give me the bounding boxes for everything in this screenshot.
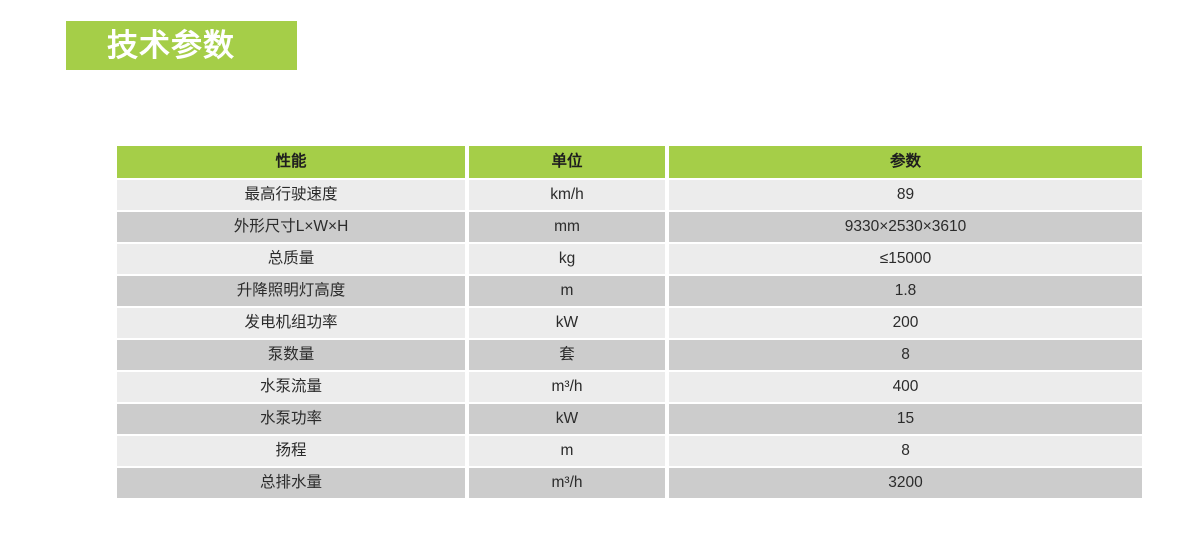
table-body: 最高行驶速度 km/h 89 外形尺寸L×W×H mm 9330×2530×36… xyxy=(117,180,1142,498)
table-row: 水泵功率 kW 15 xyxy=(117,404,1142,434)
cell-unit: m xyxy=(469,436,665,466)
cell-performance: 扬程 xyxy=(117,436,465,466)
cell-unit: m³/h xyxy=(469,468,665,498)
cell-performance: 泵数量 xyxy=(117,340,465,370)
cell-performance: 外形尺寸L×W×H xyxy=(117,212,465,242)
cell-unit: m³/h xyxy=(469,372,665,402)
cell-performance: 水泵功率 xyxy=(117,404,465,434)
table-row: 总排水量 m³/h 3200 xyxy=(117,468,1142,498)
table-row: 泵数量 套 8 xyxy=(117,340,1142,370)
column-header-parameter: 参数 xyxy=(669,146,1142,178)
table-header: 性能 单位 参数 xyxy=(117,146,1142,178)
cell-parameter: 200 xyxy=(669,308,1142,338)
cell-performance: 水泵流量 xyxy=(117,372,465,402)
cell-performance: 升降照明灯高度 xyxy=(117,276,465,306)
cell-performance: 总排水量 xyxy=(117,468,465,498)
cell-unit: mm xyxy=(469,212,665,242)
column-header-performance: 性能 xyxy=(117,146,465,178)
table-row: 最高行驶速度 km/h 89 xyxy=(117,180,1142,210)
section-title-banner: 技术参数 xyxy=(66,21,297,70)
cell-unit: kg xyxy=(469,244,665,274)
cell-parameter: 8 xyxy=(669,436,1142,466)
table-row: 总质量 kg ≤15000 xyxy=(117,244,1142,274)
cell-unit: kW xyxy=(469,404,665,434)
technical-specifications-table: 性能 单位 参数 最高行驶速度 km/h 89 外形尺寸L×W×H mm 933… xyxy=(113,144,1146,500)
table-row: 发电机组功率 kW 200 xyxy=(117,308,1142,338)
table-row: 升降照明灯高度 m 1.8 xyxy=(117,276,1142,306)
cell-parameter: 9330×2530×3610 xyxy=(669,212,1142,242)
cell-unit: 套 xyxy=(469,340,665,370)
cell-parameter: 15 xyxy=(669,404,1142,434)
cell-parameter: 8 xyxy=(669,340,1142,370)
cell-parameter: 89 xyxy=(669,180,1142,210)
cell-unit: m xyxy=(469,276,665,306)
cell-parameter: 3200 xyxy=(669,468,1142,498)
cell-parameter: 1.8 xyxy=(669,276,1142,306)
cell-performance: 发电机组功率 xyxy=(117,308,465,338)
cell-parameter: 400 xyxy=(669,372,1142,402)
column-header-unit: 单位 xyxy=(469,146,665,178)
table-header-row: 性能 单位 参数 xyxy=(117,146,1142,178)
cell-parameter: ≤15000 xyxy=(669,244,1142,274)
table-row: 水泵流量 m³/h 400 xyxy=(117,372,1142,402)
table-row: 扬程 m 8 xyxy=(117,436,1142,466)
page-title: 技术参数 xyxy=(107,28,235,63)
cell-unit: km/h xyxy=(469,180,665,210)
cell-performance: 总质量 xyxy=(117,244,465,274)
table-row: 外形尺寸L×W×H mm 9330×2530×3610 xyxy=(117,212,1142,242)
cell-unit: kW xyxy=(469,308,665,338)
cell-performance: 最高行驶速度 xyxy=(117,180,465,210)
